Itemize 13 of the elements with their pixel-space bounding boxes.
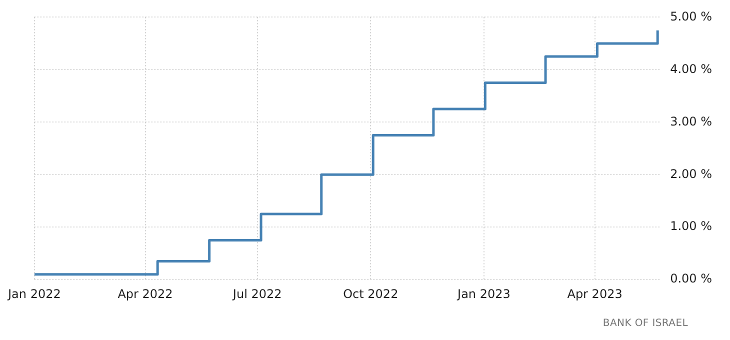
x-tick-label: Apr 2023 bbox=[567, 286, 622, 301]
y-tick-label: 1.00 % bbox=[670, 219, 712, 234]
x-tick-label: Jan 2022 bbox=[6, 286, 61, 301]
y-tick-label: 3.00 % bbox=[670, 114, 712, 128]
x-tick-label: Jan 2023 bbox=[456, 286, 510, 301]
x-tick-label: Apr 2022 bbox=[118, 286, 173, 301]
y-tick-label: 2.00 % bbox=[670, 166, 712, 181]
y-tick-label: 5.00 % bbox=[670, 9, 712, 24]
x-tick-label: Oct 2022 bbox=[343, 286, 398, 301]
text: BANK OF ISRAEL bbox=[602, 318, 688, 329]
y-tick-label: 0.00 % bbox=[670, 272, 712, 286]
x-tick-label: Jul 2022 bbox=[232, 286, 282, 301]
y-tick-label: 4.00 % bbox=[670, 62, 712, 76]
